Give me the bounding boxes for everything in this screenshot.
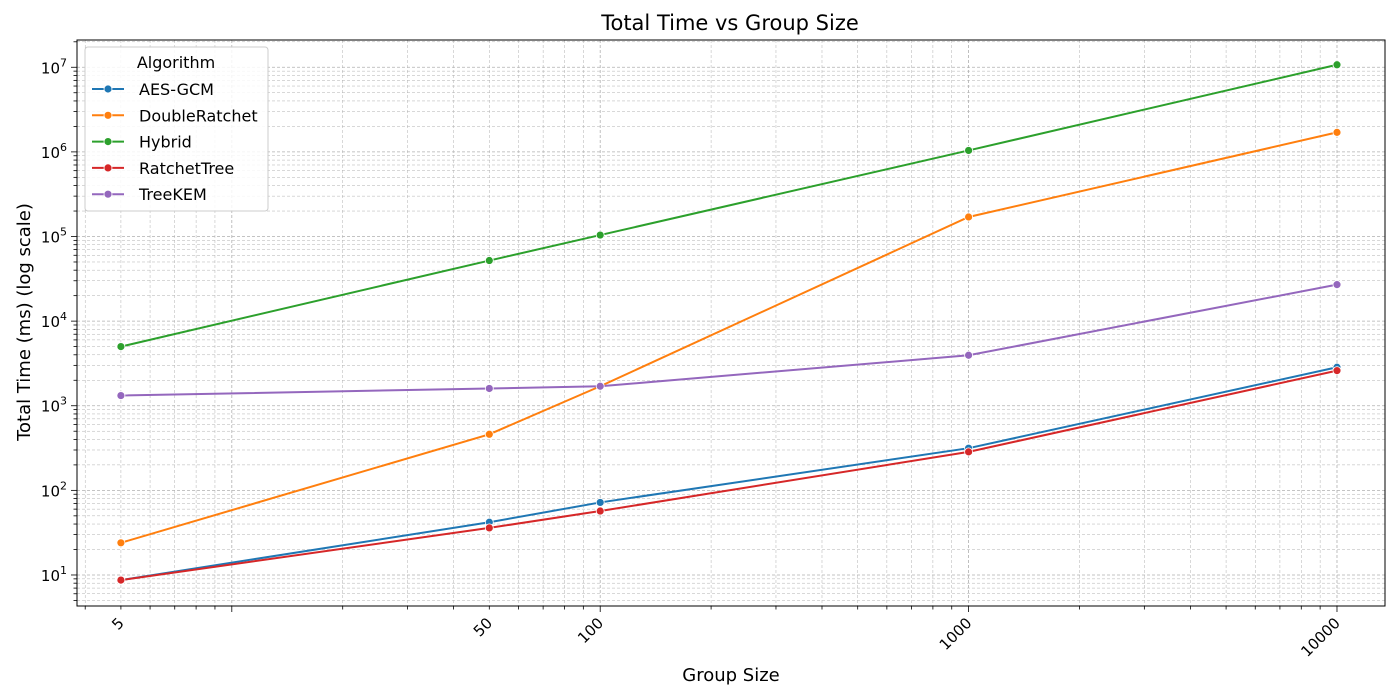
series-line-ratchettree xyxy=(120,369,1338,582)
y-tick-label: 101 xyxy=(41,564,67,585)
data-point-hybrid xyxy=(595,230,605,240)
x-tick-label: 10000 xyxy=(1297,614,1343,660)
data-point-aes-gcm xyxy=(595,498,605,507)
series-line-hybrid xyxy=(120,63,1338,348)
legend-swatch-marker xyxy=(103,110,113,120)
data-point-doubleratchet xyxy=(964,212,973,222)
x-tick-label: 5 xyxy=(108,614,127,633)
y-tick-label: 106 xyxy=(41,141,67,162)
chart-title: Total Time vs Group Size xyxy=(600,11,859,35)
legend-label: Hybrid xyxy=(139,133,192,152)
data-point-treekem xyxy=(964,350,973,360)
x-tick-label: 1000 xyxy=(936,614,976,654)
data-point-doubleratchet xyxy=(484,429,494,439)
y-tick-label: 104 xyxy=(41,310,67,331)
legend-label: TreeKEM xyxy=(138,185,207,204)
legend-label: RatchetTree xyxy=(139,159,234,178)
data-point-ratchettree xyxy=(595,506,605,516)
data-point-hybrid xyxy=(484,256,494,265)
legend: Algorithm AES-GCM DoubleRatchet Hybrid Ratc… xyxy=(84,46,269,212)
data-point-hybrid xyxy=(116,342,126,351)
data-point-treekem xyxy=(595,381,605,391)
legend-title: Algorithm xyxy=(137,53,215,72)
legend-label: AES-GCM xyxy=(139,80,214,99)
x-tick-label: 100 xyxy=(574,614,607,647)
data-point-hybrid xyxy=(964,146,973,155)
plot-area-frame xyxy=(76,39,1386,607)
data-point-treekem xyxy=(116,391,126,400)
grid xyxy=(77,40,1385,606)
data-point-doubleratchet xyxy=(116,538,126,548)
data-point-ratchettree xyxy=(484,523,494,533)
x-tick-label: 50 xyxy=(470,614,496,640)
legend-swatch-marker xyxy=(103,163,113,173)
data-point-treekem xyxy=(484,384,494,393)
legend-label: DoubleRatchet xyxy=(139,106,258,125)
y-tick-label: 105 xyxy=(41,226,67,247)
y-tick-label: 103 xyxy=(41,395,67,416)
data-point-hybrid xyxy=(1332,60,1342,70)
y-tick-label: 102 xyxy=(41,479,67,500)
data-point-treekem xyxy=(1332,280,1342,290)
y-tick-label: 107 xyxy=(41,56,67,77)
series-line-doubleratchet xyxy=(120,131,1338,544)
series-line-aes-gcm xyxy=(120,366,1338,582)
legend-swatch-marker xyxy=(103,189,113,199)
legend-swatch-marker xyxy=(103,84,113,94)
series-layer xyxy=(116,60,1342,585)
legend-items: AES-GCM DoubleRatchet Hybrid RatchetTree Tre… xyxy=(92,80,258,204)
data-point-ratchettree xyxy=(116,575,126,585)
data-point-ratchettree xyxy=(964,447,973,457)
data-point-doubleratchet xyxy=(1332,127,1342,137)
y-axis-label: Total Time (ms) (log scale) xyxy=(14,203,35,442)
x-axis-label: Group Size xyxy=(682,665,779,686)
legend-swatch-marker xyxy=(103,137,113,147)
data-point-ratchettree xyxy=(1332,366,1342,376)
legend-box xyxy=(84,46,269,212)
